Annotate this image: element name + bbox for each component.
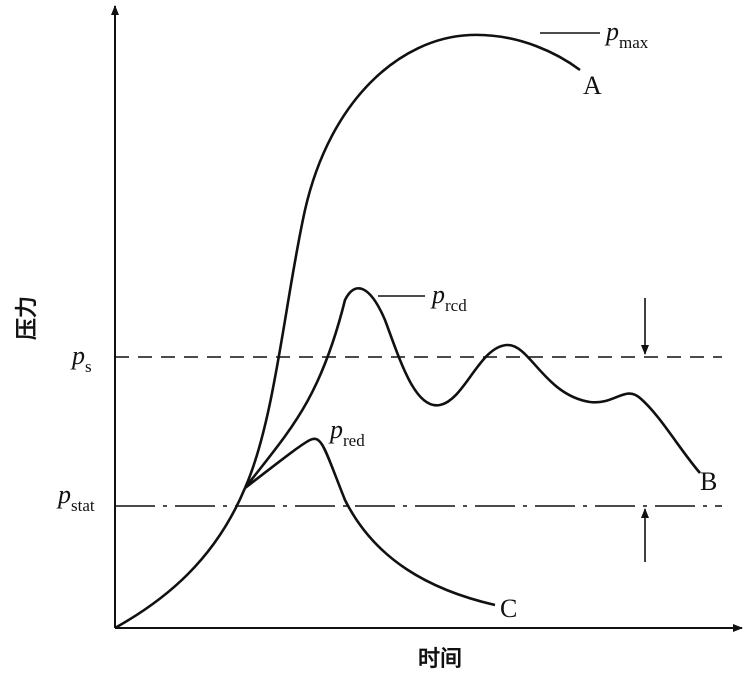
pred-label: pred [328,415,365,450]
symbol: p [430,280,445,309]
subscript: max [619,33,649,52]
subscript: rcd [445,296,467,315]
symbol: p [70,341,85,370]
curve-c [244,437,496,607]
symbol: p [56,480,71,509]
subscript: red [343,431,365,450]
curve-label: C [500,594,517,623]
subscript: stat [71,496,95,515]
prcd-label: prcd [430,280,467,315]
symbol: p [328,415,343,444]
pmax-label: pmax [604,17,649,52]
curve-label: A [583,71,602,100]
curve-label: B [700,467,717,496]
symbol: p [604,17,619,46]
subscript: s [85,357,92,376]
common-curve [114,487,247,630]
curve-b [243,287,701,489]
ps-label: ps [70,341,92,376]
pstat-label: pstat [56,480,95,515]
y-axis-label: 压力 [15,296,40,340]
x-axis-label: 时间 [418,647,462,672]
curve-a [243,33,581,489]
